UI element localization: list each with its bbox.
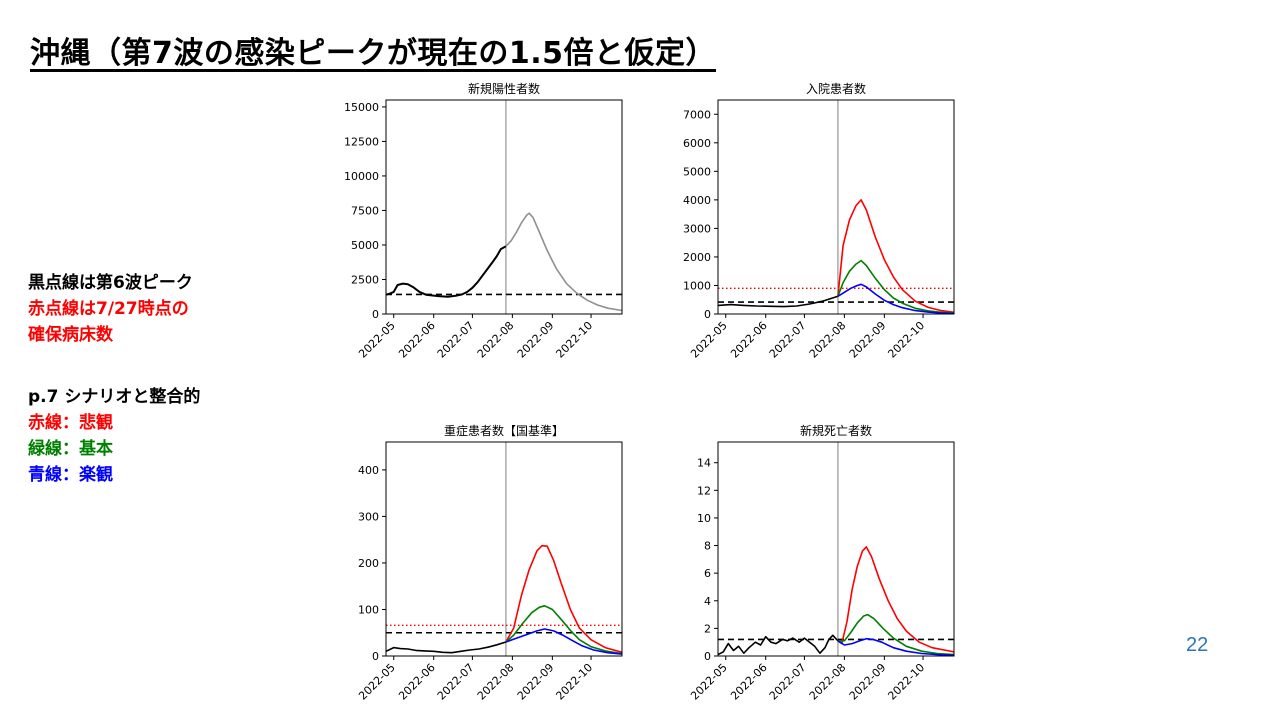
y-tick-label: 6 (704, 567, 711, 580)
x-tick-label: 2022-07 (435, 661, 477, 703)
series-line-gray (505, 212, 623, 312)
y-tick-label: 10000 (344, 170, 379, 183)
chart-title: 重症患者数【国基準】 (444, 423, 564, 438)
series-line-green (837, 613, 955, 656)
chart-hospitalized: 入院患者数 0 1000 2000 3000 4000 5000 6000 7000 2022-0… (683, 81, 955, 361)
series-line-red (837, 199, 955, 314)
x-tick-label: 2022-10 (885, 319, 927, 361)
y-tick-label: 300 (358, 510, 379, 523)
x-tick-label: 2022-09 (515, 319, 557, 361)
x-tick-label: 2022-07 (435, 319, 477, 361)
series-line-blue (837, 283, 955, 315)
series-line-green (837, 259, 955, 314)
y-tick-label: 200 (358, 557, 379, 570)
x-tick-label: 2022-10 (553, 661, 595, 703)
y-tick-label: 4 (704, 595, 711, 608)
y-tick-label: 0 (704, 308, 711, 321)
series-line-black (717, 295, 839, 308)
y-tick-label: 1000 (683, 279, 711, 292)
y-tick-label: 12 (697, 484, 711, 497)
y-tick-label: 12500 (344, 135, 379, 148)
x-tick-label: 2022-09 (847, 319, 889, 361)
series-line-red (505, 544, 623, 654)
plot-frame (385, 441, 623, 657)
chart-title: 新規陽性者数 (468, 81, 540, 96)
x-tick-label: 2022-05 (688, 661, 730, 703)
chart-title: 新規死亡者数 (800, 423, 872, 438)
series-line-black (385, 245, 507, 298)
x-tick-label: 2022-06 (396, 661, 438, 703)
y-tick-label: 5000 (683, 165, 711, 178)
legend-black-dashed-note: 黒点線は第6波ピーク (28, 273, 193, 293)
x-tick-label: 2022-05 (356, 661, 398, 703)
series-line-green (505, 605, 623, 655)
y-tick-label: 15000 (344, 101, 379, 114)
x-tick-label: 2022-05 (688, 319, 730, 361)
y-tick-label: 7000 (683, 108, 711, 121)
series-line-blue (837, 637, 955, 657)
x-tick-label: 2022-06 (728, 661, 770, 703)
legend-red-dotted-note-2: 確保病床数 (28, 325, 113, 345)
y-tick-label: 7500 (351, 204, 379, 217)
x-tick-label: 2022-07 (767, 661, 809, 703)
y-tick-label: 4000 (683, 194, 711, 207)
slide-title: 沖縄（第7波の感染ピークが現在の1.5倍と仮定） (30, 36, 717, 71)
x-tick-label: 2022-10 (885, 661, 927, 703)
legend-red-pessimistic: 赤線：悲観 (28, 413, 113, 433)
x-tick-label: 2022-07 (767, 319, 809, 361)
plot-frame (717, 441, 955, 657)
y-tick-label: 2000 (683, 251, 711, 264)
x-tick-label: 2022-08 (475, 319, 517, 361)
chart-deaths: 新規死亡者数024681012142022-052022-062022-0720… (688, 423, 955, 703)
series-line-black (717, 634, 839, 656)
legend-blue-optimistic: 青線：楽観 (28, 465, 113, 485)
x-tick-label: 2022-05 (356, 319, 398, 361)
x-tick-label: 2022-08 (807, 319, 849, 361)
legend-scenario-title: p.7 シナリオと整合的 (28, 387, 201, 407)
legend-red-dotted-note: 赤点線は7/27時点の (28, 299, 189, 319)
y-tick-label: 6000 (683, 137, 711, 150)
y-tick-label: 2500 (351, 273, 379, 286)
plot-frame (385, 99, 623, 315)
chart-severe: 重症患者数【国基準】01002003004002022-052022-06202… (356, 423, 623, 703)
x-tick-label: 2022-09 (515, 661, 557, 703)
x-tick-label: 2022-08 (475, 661, 517, 703)
y-tick-label: 3000 (683, 222, 711, 235)
legend-green-baseline: 緑線：基本 (28, 439, 113, 459)
y-tick-label: 5000 (351, 239, 379, 252)
y-tick-label: 0 (372, 650, 379, 663)
plot-frame (717, 99, 955, 315)
y-tick-label: 100 (358, 603, 379, 616)
y-tick-label: 2 (704, 622, 711, 635)
series-line-blue (505, 628, 623, 655)
y-tick-label: 8 (704, 540, 711, 553)
y-tick-label: 10 (697, 512, 711, 525)
page-number: 22 (1186, 634, 1209, 656)
series-line-black (385, 641, 507, 654)
x-tick-label: 2022-08 (807, 661, 849, 703)
y-tick-label: 14 (697, 457, 711, 470)
series-line-red (837, 546, 955, 653)
x-tick-label: 2022-10 (553, 319, 595, 361)
x-tick-label: 2022-09 (847, 661, 889, 703)
x-tick-label: 2022-06 (728, 319, 770, 361)
y-tick-label: 400 (358, 464, 379, 477)
legend-notes: 黒点線は第6波ピーク 赤点線は7/27時点の 確保病床数 (28, 270, 193, 348)
chart-title: 入院患者数 (806, 81, 866, 96)
x-tick-label: 2022-06 (396, 319, 438, 361)
y-tick-label: 0 (372, 308, 379, 321)
y-tick-label: 0 (704, 650, 711, 663)
legend-scenarios: p.7 シナリオと整合的 赤線：悲観 緑線：基本 青線：楽観 (28, 384, 200, 488)
chart-new-cases: 新規陽性者数 0 2500 5000 7500 10000 12500 15000 2022-0… (344, 81, 623, 361)
